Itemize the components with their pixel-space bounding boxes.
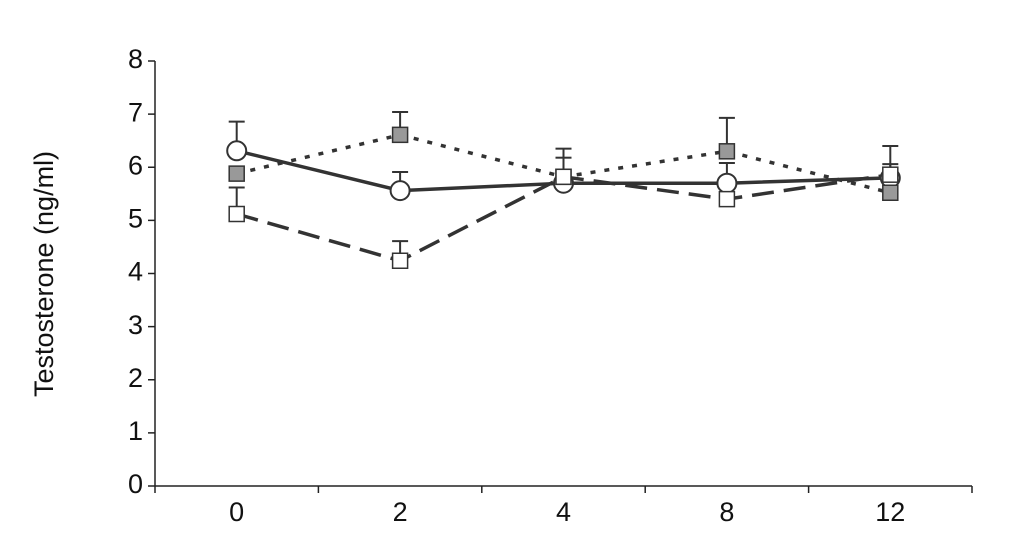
- y-tick-label: 4: [128, 257, 143, 287]
- marker: [716, 172, 738, 194]
- x-tick-label: 4: [556, 497, 571, 527]
- marker: [228, 165, 245, 182]
- y-tick-label: 7: [128, 97, 143, 127]
- y-tick-label: 1: [128, 416, 143, 446]
- x-tick-label: 12: [875, 497, 905, 527]
- marker: [391, 126, 409, 144]
- marker: [391, 252, 409, 269]
- marker: [718, 143, 736, 160]
- y-tick-label: 0: [128, 469, 143, 499]
- x-tick-label: 8: [719, 497, 734, 527]
- marker: [389, 180, 411, 202]
- x-tick-label: 2: [393, 497, 408, 527]
- marker: [882, 184, 899, 201]
- y-tick-label: 2: [128, 363, 143, 393]
- marker: [882, 166, 899, 183]
- y-tick-label: 6: [128, 150, 143, 180]
- marker: [555, 168, 572, 186]
- y-tick-label: 8: [128, 44, 143, 74]
- x-tick-label: 0: [229, 497, 244, 527]
- marker: [718, 190, 736, 208]
- marker: [226, 140, 248, 162]
- y-tick-label: 5: [128, 204, 143, 234]
- marker: [228, 205, 245, 223]
- y-tick-label: 3: [128, 310, 143, 340]
- y-axis-label: Testosterone (ng/ml): [29, 151, 59, 397]
